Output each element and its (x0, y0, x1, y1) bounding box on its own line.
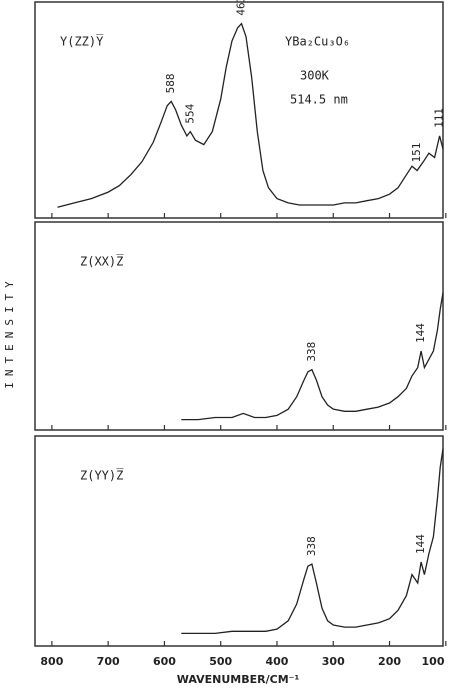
x-axis-label: WAVENUMBER/CM⁻¹ (177, 673, 300, 686)
panel-label: Z(YY)Z̅ (80, 467, 124, 482)
peak-label: 554 (183, 103, 196, 123)
x-tick-label: 100 (422, 655, 445, 668)
panel-frame (34, 435, 444, 647)
x-tick-label: 300 (322, 655, 345, 668)
peak-label: 463 (235, 0, 248, 16)
x-tick-label: 400 (266, 655, 289, 668)
x-tick-label: 700 (97, 655, 120, 668)
panel-frame (34, 221, 444, 431)
peak-label: 338 (305, 342, 318, 362)
panel-note: 300K (300, 69, 330, 83)
spectrum (181, 448, 444, 635)
peak-label: 144 (414, 534, 427, 554)
y-axis-label: INTENSITY (3, 275, 16, 389)
x-tick-label: 500 (209, 655, 232, 668)
peak-label: 338 (305, 536, 318, 556)
peak-label: 588 (164, 73, 177, 93)
spectrum (181, 292, 444, 421)
panel-note: YBa₂Cu₃O₆ (285, 35, 350, 49)
x-tick-label: 600 (153, 655, 176, 668)
panel-note: 514.5 nm (290, 93, 348, 107)
peak-label: 144 (414, 323, 427, 343)
peak-label: 111 (433, 108, 446, 128)
panel-label: Y(ZZ)Y̅ (60, 33, 104, 48)
x-tick-label: 800 (40, 655, 63, 668)
x-tick-label: 200 (378, 655, 401, 668)
peak-label: 151 (410, 143, 423, 163)
panel-label: Z(XX)Z̅ (80, 253, 124, 268)
spectrum (57, 22, 444, 208)
panel-frame (34, 1, 444, 219)
